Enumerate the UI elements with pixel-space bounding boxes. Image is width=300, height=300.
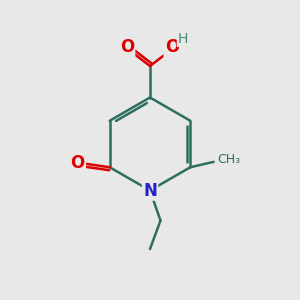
Text: O: O xyxy=(165,38,179,56)
Text: O: O xyxy=(120,38,134,56)
Text: CH₃: CH₃ xyxy=(218,153,241,166)
Text: H: H xyxy=(178,32,188,46)
Text: N: N xyxy=(143,182,157,200)
Text: O: O xyxy=(70,154,85,172)
